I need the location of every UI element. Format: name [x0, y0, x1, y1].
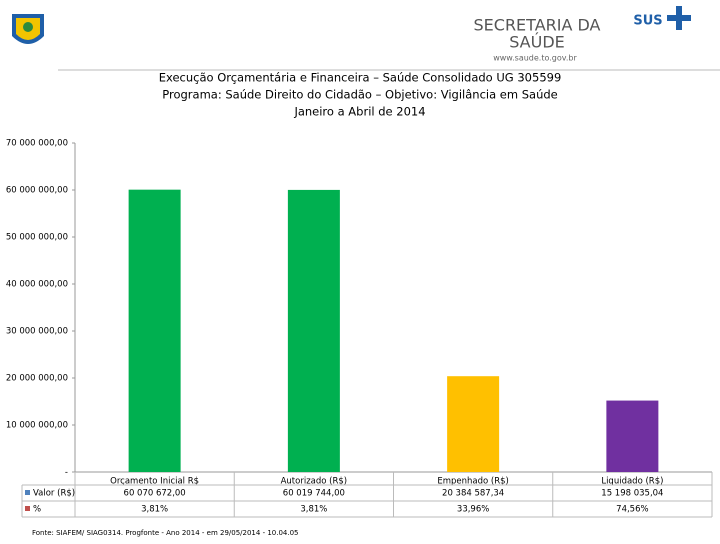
- table-cell: 60 070 672,00: [124, 489, 186, 499]
- y-tick-label: 40 000 000,00: [6, 280, 68, 290]
- sus-logo: SUS: [633, 14, 662, 29]
- table-cell: 60 019 744,00: [283, 489, 345, 499]
- y-tick-label: 20 000 000,00: [6, 374, 68, 384]
- url: www.saude.to.gov.br: [493, 54, 577, 63]
- bar: [606, 401, 658, 472]
- sus-cross: [667, 6, 691, 30]
- y-tick-label: 50 000 000,00: [6, 233, 68, 243]
- org-name: SAÚDE: [509, 33, 565, 52]
- state-emblem: [12, 14, 44, 44]
- table-cell: 74,56%: [616, 505, 648, 515]
- chart-title: Execução Orçamentária e Financeira – Saú…: [159, 71, 562, 85]
- y-tick-label: 10 000 000,00: [6, 421, 68, 431]
- source-note: Fonte: SIAFEM/ SIAG0314. Progfonte - Ano…: [32, 529, 299, 537]
- y-tick-label: -: [65, 468, 68, 478]
- y-tick-label: 30 000 000,00: [6, 327, 68, 337]
- y-tick-label: 60 000 000,00: [6, 186, 68, 196]
- table-cell: 15 198 035,04: [601, 489, 663, 499]
- chart-title: Programa: Saúde Direito do Cidadão – Obj…: [162, 88, 557, 102]
- chart-title: Janeiro a Abril de 2014: [293, 105, 425, 119]
- legend-label: Valor (R$): [33, 489, 75, 499]
- table-cell: 3,81%: [141, 505, 168, 515]
- table-cell: 33,96%: [457, 505, 489, 515]
- legend-key: [25, 490, 30, 495]
- y-tick-label: 70 000 000,00: [6, 139, 68, 149]
- table-cell: 3,81%: [300, 505, 327, 515]
- bar: [129, 190, 181, 472]
- bar: [288, 190, 340, 472]
- bar: [447, 376, 499, 472]
- legend-label: %: [33, 505, 41, 515]
- legend-key: [25, 506, 30, 511]
- table-cell: 20 384 587,34: [442, 489, 504, 499]
